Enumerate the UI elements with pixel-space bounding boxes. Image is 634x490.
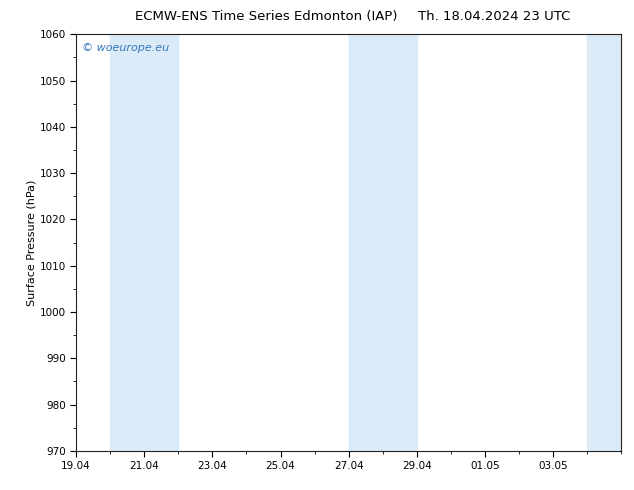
Bar: [349, 34, 417, 451]
Bar: [587, 34, 621, 451]
Text: © woeurope.eu: © woeurope.eu: [82, 43, 169, 52]
Y-axis label: Surface Pressure (hPa): Surface Pressure (hPa): [27, 179, 37, 306]
Bar: [110, 34, 178, 451]
Text: Th. 18.04.2024 23 UTC: Th. 18.04.2024 23 UTC: [418, 10, 571, 23]
Text: ECMW-ENS Time Series Edmonton (IAP): ECMW-ENS Time Series Edmonton (IAP): [135, 10, 398, 23]
